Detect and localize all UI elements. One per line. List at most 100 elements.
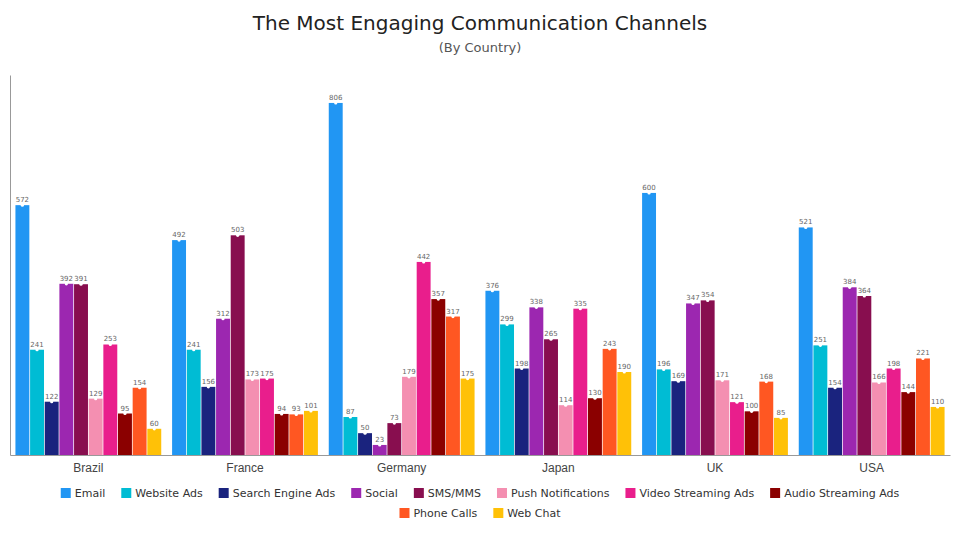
bar — [231, 235, 245, 455]
bar — [686, 303, 700, 455]
data-label: 154 — [133, 379, 147, 387]
data-label: 173 — [246, 370, 259, 378]
data-label: 357 — [432, 290, 445, 298]
data-label: 335 — [574, 300, 587, 308]
data-label: 521 — [799, 218, 812, 226]
data-label: 221 — [916, 349, 929, 357]
bar — [89, 399, 103, 455]
data-label: 392 — [60, 275, 73, 283]
data-label: 110 — [931, 398, 944, 406]
legend-label: Website Ads — [135, 487, 203, 500]
bar — [774, 418, 788, 455]
legend-item: Website Ads — [121, 487, 203, 500]
legend-swatch — [121, 488, 131, 498]
data-label: 50 — [361, 424, 370, 432]
data-label: 166 — [872, 373, 886, 381]
legend-swatch — [219, 488, 229, 498]
bar — [745, 411, 759, 455]
data-label: 253 — [104, 335, 117, 343]
data-label: 492 — [172, 231, 185, 239]
data-label: 391 — [74, 275, 87, 283]
plot: BrazilFranceGermanyJapanUKUSA57249280637… — [11, 76, 951, 475]
legend-swatch — [770, 488, 780, 498]
bar — [485, 291, 499, 455]
data-label: 130 — [588, 389, 601, 397]
bar — [103, 344, 117, 455]
bar — [843, 287, 857, 455]
legend-swatch — [625, 488, 635, 498]
data-label: 121 — [730, 393, 743, 401]
bar — [147, 429, 161, 455]
legend-swatch — [399, 508, 409, 518]
legend-item: Email — [61, 487, 106, 500]
data-label: 85 — [776, 409, 785, 417]
data-label: 317 — [446, 308, 459, 316]
bar — [30, 350, 44, 455]
data-labels: 5724928063766005212412418729919625112215… — [16, 94, 945, 444]
bar — [701, 300, 715, 455]
y-axis-line — [10, 76, 11, 456]
legend-item: Phone Calls — [399, 507, 477, 520]
data-label: 196 — [657, 360, 671, 368]
legend-label: Video Streaming Ads — [639, 487, 754, 500]
bars — [15, 101, 944, 455]
bar — [275, 414, 289, 455]
bar — [573, 309, 587, 455]
bar — [588, 398, 602, 455]
data-label: 572 — [16, 196, 29, 204]
chart: The Most Engaging Communication Channels… — [0, 0, 960, 540]
legend-swatch — [414, 488, 424, 498]
x-axis: BrazilFranceGermanyJapanUKUSA — [11, 456, 951, 475]
bar — [201, 387, 215, 455]
data-label: 101 — [304, 402, 317, 410]
data-label: 503 — [231, 226, 244, 234]
legend-item: Push Notifications — [497, 487, 610, 500]
data-label: 442 — [417, 253, 430, 261]
data-label: 144 — [902, 383, 916, 391]
data-label: 94 — [277, 405, 286, 413]
bar — [887, 369, 901, 455]
legend-item: SMS/MMS — [414, 487, 481, 500]
data-label: 190 — [618, 363, 631, 371]
x-tick: Japan — [542, 461, 575, 475]
legend-label: Push Notifications — [511, 487, 610, 500]
legend-item: Video Streaming Ads — [625, 487, 754, 500]
data-label: 73 — [390, 414, 399, 422]
x-tick: Germany — [377, 461, 426, 475]
bar — [500, 324, 514, 455]
bar — [289, 414, 303, 455]
data-label: 122 — [45, 393, 58, 401]
data-label: 251 — [814, 336, 827, 344]
bar — [118, 414, 132, 455]
bar — [387, 423, 401, 455]
data-label: 95 — [121, 405, 130, 413]
legend-swatch — [61, 488, 71, 498]
data-label: 171 — [716, 371, 729, 379]
legend-label: SMS/MMS — [428, 487, 481, 500]
bar — [74, 284, 88, 455]
bar — [529, 307, 543, 455]
bar — [329, 103, 343, 455]
data-label: 169 — [672, 372, 685, 380]
bar — [172, 240, 186, 455]
data-label: 93 — [292, 405, 301, 413]
legend: EmailWebsite AdsSearch Engine AdsSocialS… — [61, 487, 900, 520]
data-label: 100 — [745, 402, 758, 410]
data-label: 198 — [515, 360, 528, 368]
data-label: 338 — [530, 298, 543, 306]
legend-label: Social — [365, 487, 398, 500]
data-label: 179 — [402, 368, 415, 376]
data-label: 175 — [260, 370, 273, 378]
legend-swatch — [497, 488, 507, 498]
x-tick-label: Germany — [377, 461, 426, 475]
x-tick-label: France — [226, 461, 264, 475]
bar — [358, 433, 372, 455]
data-label: 241 — [187, 341, 200, 349]
data-label: 154 — [828, 379, 842, 387]
bar — [715, 380, 729, 455]
data-label: 87 — [346, 408, 355, 416]
data-label: 198 — [887, 360, 900, 368]
bar — [857, 296, 871, 455]
bar — [603, 349, 617, 455]
bar — [343, 417, 357, 455]
